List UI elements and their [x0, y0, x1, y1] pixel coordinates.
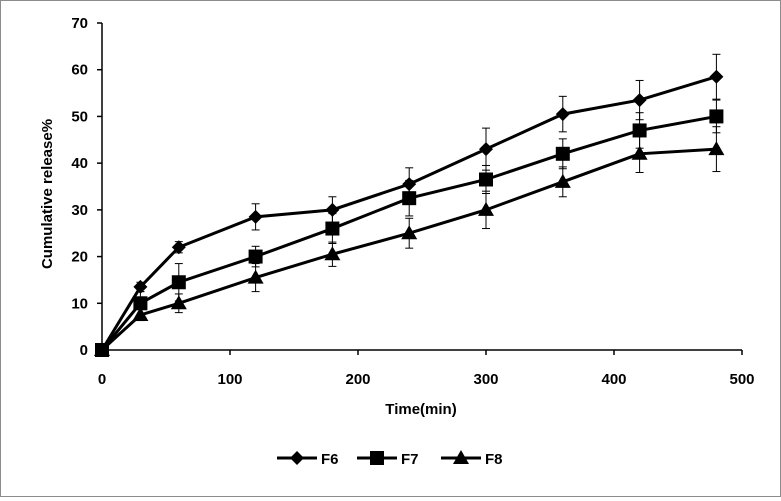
tick-labels: 0 10 20 30 40 50 60 70 0 100 200 300 400 500	[71, 15, 754, 388]
x-tick-label: 400	[601, 371, 626, 388]
data-point-f7	[402, 191, 417, 206]
legend-label-f8: F8	[485, 451, 503, 468]
x-axis-title: Time(min)	[385, 401, 456, 418]
error-bars	[136, 53, 721, 322]
x-tick-label: 0	[98, 371, 106, 388]
legend-label-f6: F6	[321, 451, 339, 468]
data-point-f6	[402, 177, 417, 192]
y-tick-label: 10	[71, 295, 88, 312]
y-tick-label: 30	[71, 202, 88, 219]
data-point-f8	[554, 173, 571, 188]
y-tick-label: 40	[71, 155, 88, 172]
data-point-f7	[248, 249, 263, 264]
x-tick-label: 300	[473, 371, 498, 388]
data-point-f6	[325, 202, 340, 217]
data-point-f7	[133, 296, 148, 311]
y-tick-label: 20	[71, 249, 88, 266]
data-point-f7	[709, 109, 724, 124]
data-point-f8	[132, 306, 149, 321]
data-point-f6	[479, 142, 493, 157]
y-tick-label: 70	[71, 15, 88, 32]
legend: F6 F7 F8	[277, 450, 503, 468]
y-tick-label: 0	[80, 342, 88, 359]
y-tick-label: 60	[71, 62, 88, 79]
series-line-f6	[100, 75, 717, 351]
data-point-f7	[479, 172, 493, 187]
series-lines	[100, 75, 717, 352]
data-point-f6	[709, 69, 724, 84]
x-tick-label: 100	[217, 371, 242, 388]
legend-label-f7: F7	[401, 451, 419, 468]
data-point-f8	[94, 342, 110, 356]
y-tick-label: 50	[71, 108, 88, 125]
x-tick-label: 500	[729, 371, 754, 388]
legend-marker-f7	[370, 451, 384, 465]
data-point-f6	[248, 209, 263, 224]
data-point-f8	[708, 141, 725, 156]
data-point-f6	[555, 107, 570, 122]
data-point-f8	[478, 201, 494, 216]
series-line-f8	[100, 147, 717, 352]
data-point-f7	[555, 146, 570, 161]
data-point-f8	[401, 225, 418, 240]
legend-marker-f8	[453, 450, 469, 464]
data-point-f6	[171, 240, 186, 255]
data-point-f8	[247, 269, 264, 284]
data-point-f6	[133, 279, 148, 294]
series-markers	[94, 69, 725, 357]
data-point-f7	[632, 123, 647, 138]
series-line-f7	[100, 114, 717, 351]
data-point-f8	[631, 145, 648, 160]
x-tick-label: 200	[345, 371, 370, 388]
data-point-f6	[632, 93, 647, 108]
axes	[97, 22, 743, 355]
y-axis-title: Cumulative release%	[39, 119, 56, 269]
data-point-f8	[170, 295, 187, 310]
data-point-f7	[171, 275, 186, 290]
data-point-f7	[325, 221, 340, 236]
data-point-f8	[324, 246, 341, 261]
legend-marker-f6	[290, 451, 304, 465]
